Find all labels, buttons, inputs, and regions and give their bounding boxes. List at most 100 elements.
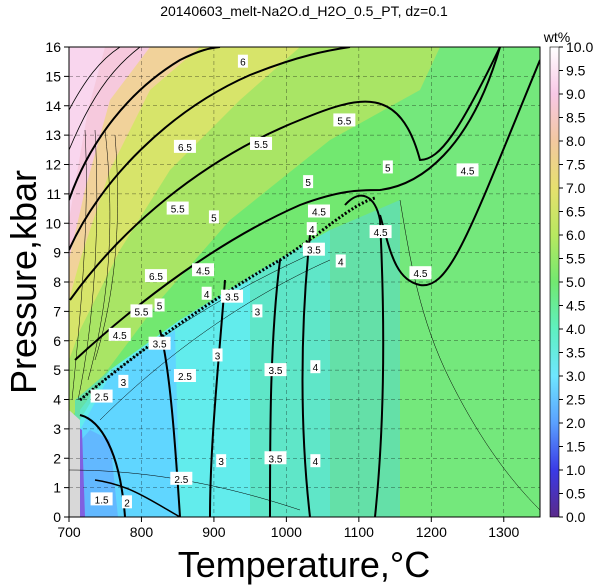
contour-line [99, 259, 331, 421]
colorbar-tick-label: 7.0 [566, 180, 586, 196]
contour-label: 4.5 [196, 266, 210, 277]
colorbar-tick-label: 1.5 [566, 439, 586, 455]
contour-label-box [306, 222, 317, 236]
y-tick-label: 2 [53, 450, 61, 466]
colorbar [549, 46, 560, 518]
colorbar-tick-label: 3.5 [566, 345, 586, 361]
x-axis: 700 800 900 1000 1100 1200 1300 [57, 517, 520, 540]
contour-label: 6.5 [149, 272, 163, 283]
contour-label: 4 [204, 290, 210, 301]
contour-label: 5 [385, 163, 391, 174]
y-tick-label: 15 [45, 68, 61, 84]
contour-label: 2.5 [178, 372, 192, 383]
contour-label-box [264, 451, 287, 465]
contour-label-box [201, 286, 212, 300]
contour-label: 5.5 [254, 140, 268, 151]
y-tick-label: 5 [53, 362, 61, 378]
colorbar-tick-label: 3.0 [566, 368, 586, 384]
y-tick-label: 8 [53, 274, 61, 290]
contour-label: 4.5 [312, 208, 326, 219]
contour-line [94, 479, 181, 517]
contour-label-box [118, 374, 129, 388]
contour-label-box [307, 204, 330, 218]
contour-line [69, 47, 351, 251]
y-tick-label: 3 [53, 421, 61, 437]
y-tick-label: 6 [53, 333, 61, 349]
contour-line [87, 129, 111, 381]
contour-label-box [212, 348, 223, 362]
field-region-nodata [69, 410, 80, 517]
y-tick-label: 14 [45, 98, 61, 114]
colorbar-tick-label: 0.0 [566, 509, 586, 525]
contour-label-box [369, 225, 392, 239]
y-tick-label: 4 [53, 392, 61, 408]
x-tick-label: 1000 [271, 524, 302, 540]
x-tick-label: 1200 [416, 524, 447, 540]
contour-line [69, 469, 301, 511]
contour-label: 3 [121, 378, 127, 389]
contour-label: 4.5 [413, 269, 427, 280]
colorbar-tick-label: 6.0 [566, 227, 586, 243]
contour-label-box [335, 254, 346, 268]
x-tick-label: 700 [57, 524, 81, 540]
y-tick-label: 13 [45, 127, 61, 143]
y-tick-label: 0 [53, 509, 61, 525]
contour-label: 3.5 [225, 293, 239, 304]
colorbar-tick-label: 6.5 [566, 204, 586, 220]
contour-label: 2 [124, 498, 130, 509]
contour-label: 2.5 [174, 475, 188, 486]
contour-label-box [154, 298, 165, 312]
contour-label: 4 [313, 363, 319, 374]
contour-line [69, 47, 121, 111]
colorbar-tick-label: 8.5 [566, 110, 586, 126]
contour-line [94, 134, 118, 361]
contour-line [379, 59, 540, 287]
contour-label: 3.5 [307, 246, 321, 257]
contour-label-box [221, 289, 244, 303]
contour-label-box [216, 454, 227, 468]
x-tick-label: 900 [202, 524, 226, 540]
contour-label-box [166, 201, 189, 215]
x-tick-label: 800 [130, 524, 154, 540]
colorbar-tick-label: 7.5 [566, 157, 586, 173]
contour-label: 5 [157, 302, 163, 313]
contour-label-box [250, 136, 273, 150]
contour-label-box [173, 139, 196, 153]
contour-label-box [382, 160, 393, 174]
chart-title: 20140603_melt-Na2O.d_H2O_0.5_PT, dz=0.1 [160, 3, 448, 19]
contour-label-box [90, 389, 113, 403]
colorbar-tick-label: 4.5 [566, 298, 586, 314]
x-tick-label: 1100 [344, 524, 374, 540]
colorbar-tick-label: 5.0 [566, 274, 586, 290]
contour-label-box [303, 175, 314, 189]
contour-label: 5.5 [135, 307, 149, 318]
contour-label: 4.5 [374, 228, 388, 239]
colorbar-tick-label: 1.0 [566, 462, 586, 478]
contour-line [399, 199, 540, 511]
contour-label: 3.5 [269, 366, 283, 377]
contour-label-box [237, 54, 248, 68]
contour-label-box [173, 369, 196, 382]
colorbar-tick-label: 4.0 [566, 321, 586, 337]
contour-label-box [310, 360, 321, 374]
contour-label: 5.5 [337, 116, 351, 127]
contour-label: 6 [240, 58, 246, 69]
contour-label-box [409, 266, 432, 280]
colorbar-label: wt% [543, 29, 570, 45]
contour-label-box [108, 327, 131, 341]
y-tick-label: 11 [46, 186, 61, 202]
contour-label: 5.5 [171, 205, 185, 216]
colorbar-tick-label: 10.0 [566, 39, 593, 55]
contour-label: 4 [313, 457, 319, 468]
x-axis-label: Temperature,°C [178, 544, 431, 585]
contour-label: 6.5 [178, 143, 192, 154]
y-tick-label: 12 [45, 157, 61, 173]
contour-line [71, 129, 87, 401]
contour-line [79, 249, 321, 401]
contour-label-box [302, 242, 325, 256]
contour-label-box [310, 454, 321, 468]
contour-label: 3.5 [153, 340, 167, 351]
colorbar-ticks: 0.0 0.5 1.0 1.5 2.0 2.5 3.0 3.5 4.0 4.5 5.0 5.5 6.0 6… [559, 39, 593, 525]
y-tick-label: 16 [45, 39, 61, 55]
